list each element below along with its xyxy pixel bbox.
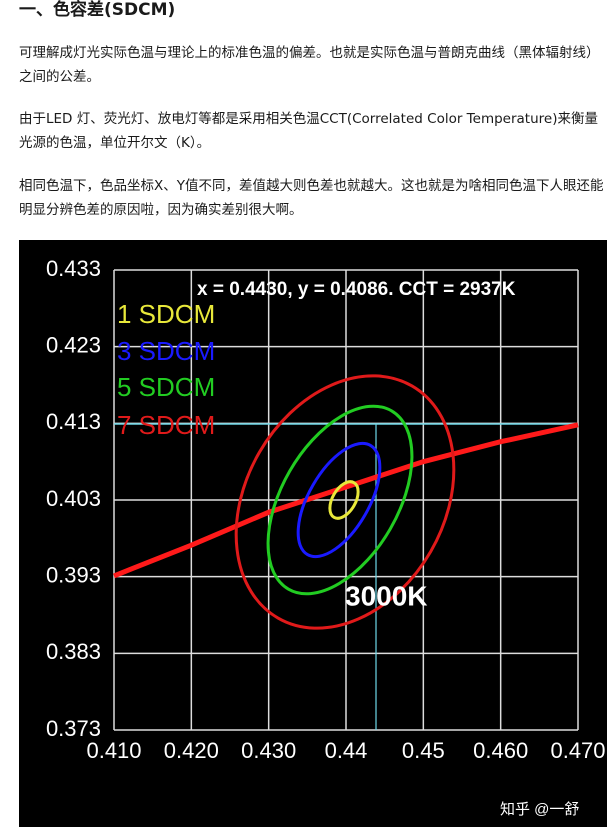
ellipse-1: [328, 480, 360, 520]
paragraph: 可理解成灯光实际色温与理论上的标准色温的偏差。也就是实际色温与普朗克曲线（黑体辐…: [19, 45, 600, 85]
x-tick-label: 0.44: [325, 738, 368, 763]
x-tick-label: 0.430: [241, 738, 296, 763]
paragraph: 由于LED 灯、荧光灯、放电灯等都是采用相关色温CCT(Correlated C…: [19, 111, 598, 151]
annotation: x = 0.4430, y = 0.4086. CCT = 2937K: [197, 279, 516, 300]
chart-background: [19, 240, 607, 827]
paragraph: 相同色温下，色品坐标X、Y值不同，差值越大则色差也就越大。这也就是为啥相同色温下…: [19, 178, 604, 218]
y-tick-label: 0.393: [46, 562, 101, 587]
ellipse-7: [234, 374, 456, 630]
x-tick-label: 0.45: [402, 738, 445, 763]
ellipse-3: [296, 441, 382, 559]
chart: x = 0.4430, y = 0.4086. CCT = 2937K 3000…: [19, 240, 607, 827]
x-tick-label: 0.420: [164, 738, 219, 763]
y-tick-label: 0.403: [46, 486, 101, 511]
x-tick-label: 0.410: [86, 738, 141, 763]
legend-label: 3 SDCM: [117, 336, 215, 366]
curve-label: 3000K: [345, 580, 428, 611]
y-tick-label: 0.433: [46, 256, 101, 281]
y-tick-label: 0.423: [46, 332, 101, 357]
y-tick-label: 0.383: [46, 639, 101, 664]
legend-label: 1 SDCM: [117, 299, 215, 329]
ellipse-5: [266, 404, 414, 596]
x-tick-label: 0.470: [550, 738, 605, 763]
legend-label: 5 SDCM: [117, 372, 215, 402]
y-tick-label: 0.413: [46, 409, 101, 434]
heading: 一、色容差(SDCM): [19, 0, 176, 20]
y-tick-label: 0.373: [46, 716, 101, 741]
x-tick-label: 0.460: [473, 738, 528, 763]
planckian-curve: [113, 422, 579, 579]
legend-label: 7 SDCM: [117, 410, 215, 440]
watermark: 知乎 @一舒: [500, 801, 579, 818]
